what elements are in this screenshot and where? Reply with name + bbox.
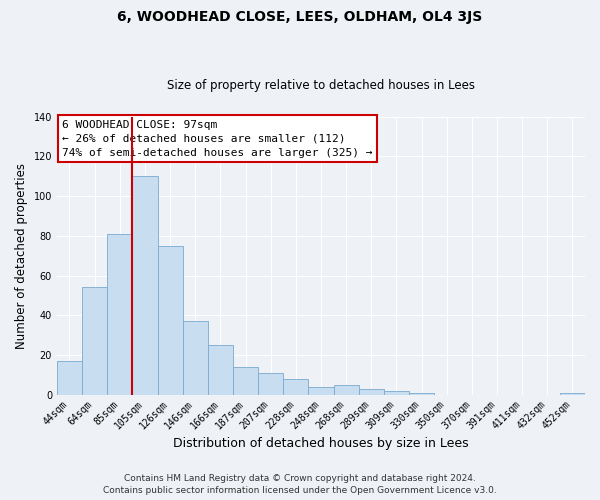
Bar bbox=[233, 367, 258, 394]
Title: Size of property relative to detached houses in Lees: Size of property relative to detached ho… bbox=[167, 79, 475, 92]
Bar bbox=[359, 388, 384, 394]
Bar bbox=[182, 321, 208, 394]
Bar bbox=[57, 361, 82, 394]
Text: Contains HM Land Registry data © Crown copyright and database right 2024.
Contai: Contains HM Land Registry data © Crown c… bbox=[103, 474, 497, 495]
Bar bbox=[133, 176, 158, 394]
Bar bbox=[334, 384, 359, 394]
Bar bbox=[283, 378, 308, 394]
Bar bbox=[308, 386, 334, 394]
X-axis label: Distribution of detached houses by size in Lees: Distribution of detached houses by size … bbox=[173, 437, 469, 450]
Bar bbox=[158, 246, 182, 394]
Bar bbox=[560, 392, 585, 394]
Bar bbox=[409, 392, 434, 394]
Text: 6 WOODHEAD CLOSE: 97sqm
← 26% of detached houses are smaller (112)
74% of semi-d: 6 WOODHEAD CLOSE: 97sqm ← 26% of detache… bbox=[62, 120, 373, 158]
Bar bbox=[208, 345, 233, 395]
Bar bbox=[82, 288, 107, 395]
Bar bbox=[107, 234, 133, 394]
Text: 6, WOODHEAD CLOSE, LEES, OLDHAM, OL4 3JS: 6, WOODHEAD CLOSE, LEES, OLDHAM, OL4 3JS bbox=[118, 10, 482, 24]
Bar bbox=[384, 390, 409, 394]
Bar bbox=[258, 373, 283, 394]
Y-axis label: Number of detached properties: Number of detached properties bbox=[15, 162, 28, 348]
